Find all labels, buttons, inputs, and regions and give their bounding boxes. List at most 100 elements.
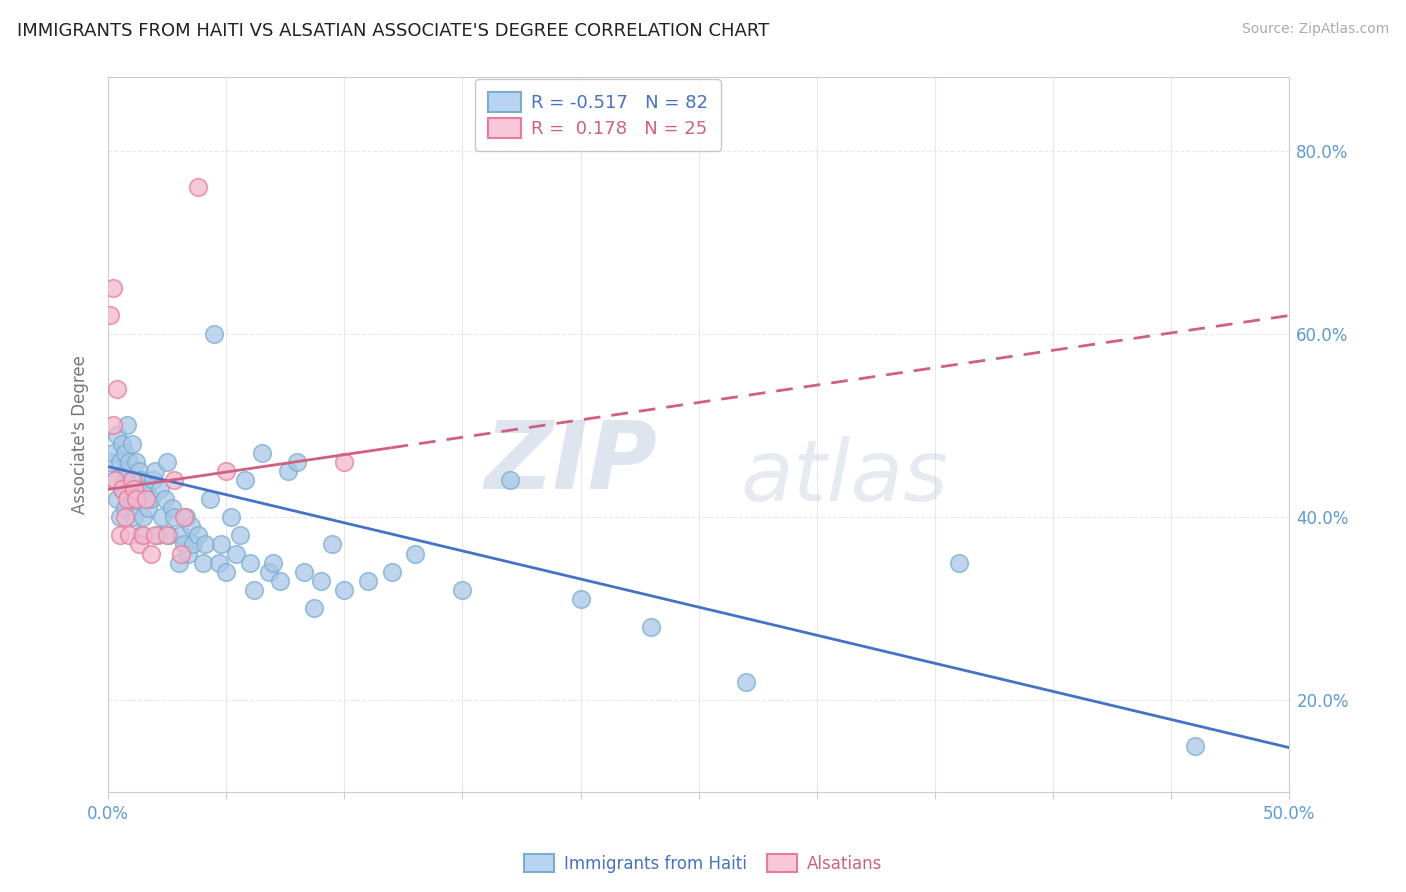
Point xyxy=(142,473,165,487)
Point xyxy=(173,537,195,551)
Point xyxy=(173,510,195,524)
Point xyxy=(233,473,256,487)
Point xyxy=(118,483,141,497)
Point xyxy=(177,547,200,561)
Point xyxy=(128,537,150,551)
Point xyxy=(380,565,402,579)
Point xyxy=(125,483,148,497)
Point xyxy=(277,464,299,478)
Point xyxy=(239,556,262,570)
Point xyxy=(139,491,162,506)
Point xyxy=(98,309,121,323)
Text: ZIP: ZIP xyxy=(485,417,658,509)
Point xyxy=(321,537,343,551)
Point xyxy=(143,528,166,542)
Point xyxy=(132,510,155,524)
Point xyxy=(129,473,152,487)
Point xyxy=(114,510,136,524)
Point xyxy=(153,491,176,506)
Point xyxy=(187,180,209,194)
Point xyxy=(150,510,173,524)
Point xyxy=(735,674,758,689)
Point xyxy=(269,574,291,588)
Point xyxy=(108,510,131,524)
Point xyxy=(128,491,150,506)
Point xyxy=(170,528,193,542)
Text: Source: ZipAtlas.com: Source: ZipAtlas.com xyxy=(1241,22,1389,37)
Point xyxy=(118,528,141,542)
Point xyxy=(139,547,162,561)
Point xyxy=(181,537,204,551)
Point xyxy=(129,528,152,542)
Point xyxy=(170,547,193,561)
Point xyxy=(191,556,214,570)
Point xyxy=(302,601,325,615)
Point xyxy=(202,326,225,341)
Point xyxy=(121,473,143,487)
Point xyxy=(122,483,145,497)
Point xyxy=(292,565,315,579)
Point xyxy=(135,491,157,506)
Legend: Immigrants from Haiti, Alsatians: Immigrants from Haiti, Alsatians xyxy=(517,847,889,880)
Point xyxy=(357,574,380,588)
Point xyxy=(111,436,134,450)
Point xyxy=(948,556,970,570)
Point xyxy=(136,500,159,515)
Point xyxy=(180,519,202,533)
Point xyxy=(122,473,145,487)
Point xyxy=(404,547,426,561)
Point xyxy=(111,483,134,497)
Point xyxy=(115,464,138,478)
Point xyxy=(104,473,127,487)
Point xyxy=(101,418,124,433)
Point xyxy=(163,510,186,524)
Point xyxy=(114,500,136,515)
Point xyxy=(132,528,155,542)
Point xyxy=(156,455,179,469)
Point xyxy=(108,528,131,542)
Text: atlas: atlas xyxy=(740,436,948,519)
Point xyxy=(157,528,180,542)
Point xyxy=(333,583,356,598)
Point xyxy=(146,528,169,542)
Y-axis label: Associate's Degree: Associate's Degree xyxy=(72,355,89,514)
Point xyxy=(122,510,145,524)
Point xyxy=(107,491,129,506)
Point xyxy=(125,455,148,469)
Point xyxy=(101,281,124,295)
Point xyxy=(640,620,662,634)
Point xyxy=(107,427,129,442)
Point xyxy=(209,537,232,551)
Point xyxy=(160,500,183,515)
Point xyxy=(243,583,266,598)
Point xyxy=(128,464,150,478)
Point xyxy=(114,473,136,487)
Point xyxy=(229,528,252,542)
Point xyxy=(309,574,332,588)
Point xyxy=(498,473,520,487)
Point xyxy=(121,491,143,506)
Point xyxy=(225,547,247,561)
Point xyxy=(215,565,238,579)
Point xyxy=(125,491,148,506)
Legend: R = -0.517   N = 82, R =  0.178   N = 25: R = -0.517 N = 82, R = 0.178 N = 25 xyxy=(475,79,721,151)
Point xyxy=(194,537,217,551)
Point xyxy=(198,491,221,506)
Point xyxy=(333,455,356,469)
Point xyxy=(108,455,131,469)
Point xyxy=(111,483,134,497)
Point xyxy=(219,510,242,524)
Point xyxy=(569,592,592,607)
Point xyxy=(1184,739,1206,753)
Point xyxy=(285,455,308,469)
Point xyxy=(135,483,157,497)
Point xyxy=(107,382,129,396)
Point xyxy=(250,446,273,460)
Point xyxy=(143,464,166,478)
Point xyxy=(167,556,190,570)
Point xyxy=(208,556,231,570)
Point xyxy=(174,510,197,524)
Point xyxy=(98,455,121,469)
Point xyxy=(215,464,238,478)
Point xyxy=(149,483,172,497)
